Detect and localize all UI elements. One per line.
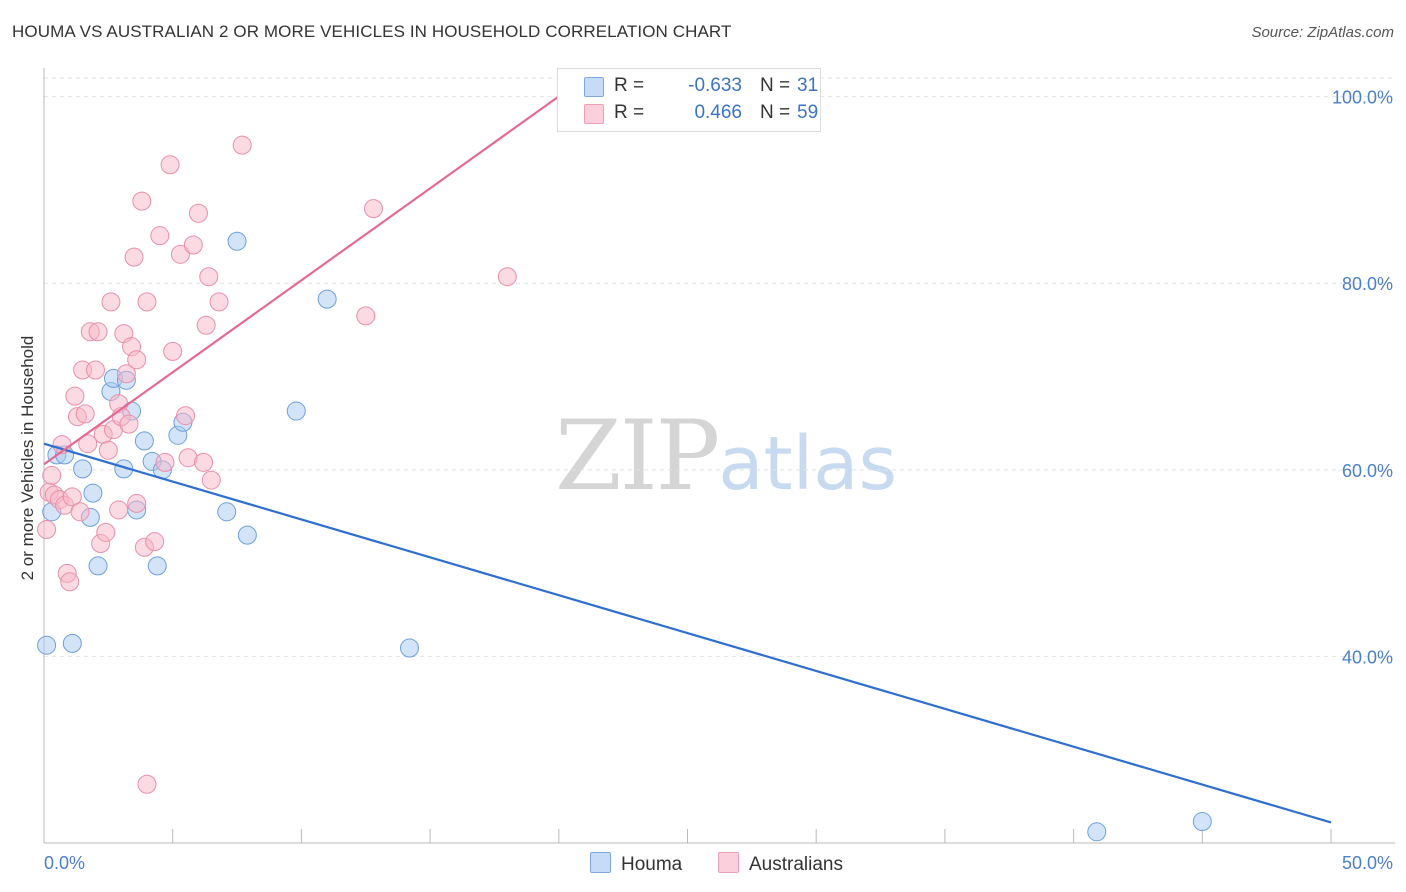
legend-item-australians[interactable]: Australians	[718, 852, 843, 876]
point-houma	[400, 638, 420, 658]
point-houma	[83, 483, 103, 503]
point-australians	[194, 452, 214, 472]
point-australians	[85, 360, 105, 380]
point-australians	[176, 406, 196, 426]
point-houma	[227, 231, 247, 251]
y-tick-label: 60.0%	[1342, 461, 1393, 481]
point-houma	[88, 556, 108, 576]
legend-swatch-houma	[584, 77, 604, 97]
point-australians	[78, 434, 98, 454]
point-houma	[1087, 822, 1107, 842]
point-australians	[183, 235, 203, 255]
point-australians	[60, 572, 80, 592]
point-australians	[37, 520, 57, 540]
point-australians	[70, 502, 90, 522]
legend-label-houma: Houma	[621, 854, 683, 875]
legend-r-label: R =	[614, 102, 645, 123]
point-houma	[1192, 812, 1212, 832]
y-tick-label: 80.0%	[1342, 274, 1393, 294]
point-australians	[124, 247, 144, 267]
point-australians	[201, 470, 221, 490]
legend-swatch-houma	[590, 852, 611, 873]
y-tick-label: 100.0%	[1332, 88, 1393, 108]
point-australians	[109, 500, 129, 520]
point-australians	[119, 414, 139, 434]
point-australians	[116, 364, 136, 384]
point-australians	[127, 350, 147, 370]
watermark-zip: ZIP	[555, 400, 720, 512]
legend-label-australians: Australians	[749, 854, 843, 875]
y-tick-label: 40.0%	[1342, 647, 1393, 667]
legend-n-label: N =	[760, 75, 791, 96]
source-label: Source: ZipAtlas.com	[1251, 24, 1394, 41]
point-australians	[62, 487, 82, 507]
point-australians	[132, 191, 152, 211]
legend-item-houma[interactable]: Houma	[590, 852, 682, 876]
point-houma	[62, 633, 82, 653]
point-australians	[145, 532, 165, 552]
point-houma	[217, 502, 237, 522]
point-houma	[134, 431, 154, 451]
point-australians	[170, 244, 190, 264]
point-australians	[196, 315, 216, 335]
legend-n-value: 31	[797, 75, 819, 96]
legend-swatch-australians	[584, 104, 604, 124]
trend-line-australians	[43, 77, 586, 466]
point-australians	[137, 774, 157, 794]
point-australians	[42, 465, 62, 485]
point-australians	[137, 292, 157, 312]
point-australians	[163, 341, 183, 361]
point-australians	[199, 267, 219, 287]
point-australians	[188, 203, 208, 223]
x-tick-label: 50.0%	[1342, 853, 1393, 873]
legend-n-label: N =	[760, 102, 791, 123]
legend-swatch-australians	[718, 852, 739, 873]
point-australians	[88, 322, 108, 342]
point-australians	[363, 199, 383, 219]
watermark: ZIPatlas	[555, 400, 897, 512]
point-australians	[497, 267, 517, 287]
point-houma	[147, 556, 167, 576]
point-australians	[232, 135, 252, 155]
chart-title: HOUMA VS AUSTRALIAN 2 OR MORE VEHICLES I…	[12, 22, 732, 41]
legend-r-value: -0.633	[688, 75, 742, 96]
point-australians	[75, 404, 95, 424]
point-australians	[127, 493, 147, 513]
point-australians	[356, 306, 376, 326]
point-australians	[150, 226, 170, 246]
point-houma	[37, 635, 57, 655]
point-houma	[237, 525, 257, 545]
point-australians	[65, 386, 85, 406]
legend-r-value: 0.466	[694, 102, 742, 123]
point-australians	[98, 440, 118, 460]
correlation-legend: R = -0.633 N = 31 R = 0.466 N = 59	[557, 68, 821, 132]
point-houma	[286, 401, 306, 421]
watermark-atlas: atlas	[718, 421, 898, 507]
legend-n-value: 59	[797, 102, 819, 123]
point-houma	[317, 289, 337, 309]
point-houma	[73, 459, 93, 479]
point-australians	[209, 292, 229, 312]
x-tick-label: 0.0%	[44, 853, 85, 873]
point-australians	[160, 155, 180, 175]
point-australians	[101, 292, 121, 312]
point-australians	[155, 452, 175, 472]
trend-line-houma	[43, 442, 1332, 824]
point-australians	[96, 522, 116, 542]
legend-r-label: R =	[614, 75, 645, 96]
